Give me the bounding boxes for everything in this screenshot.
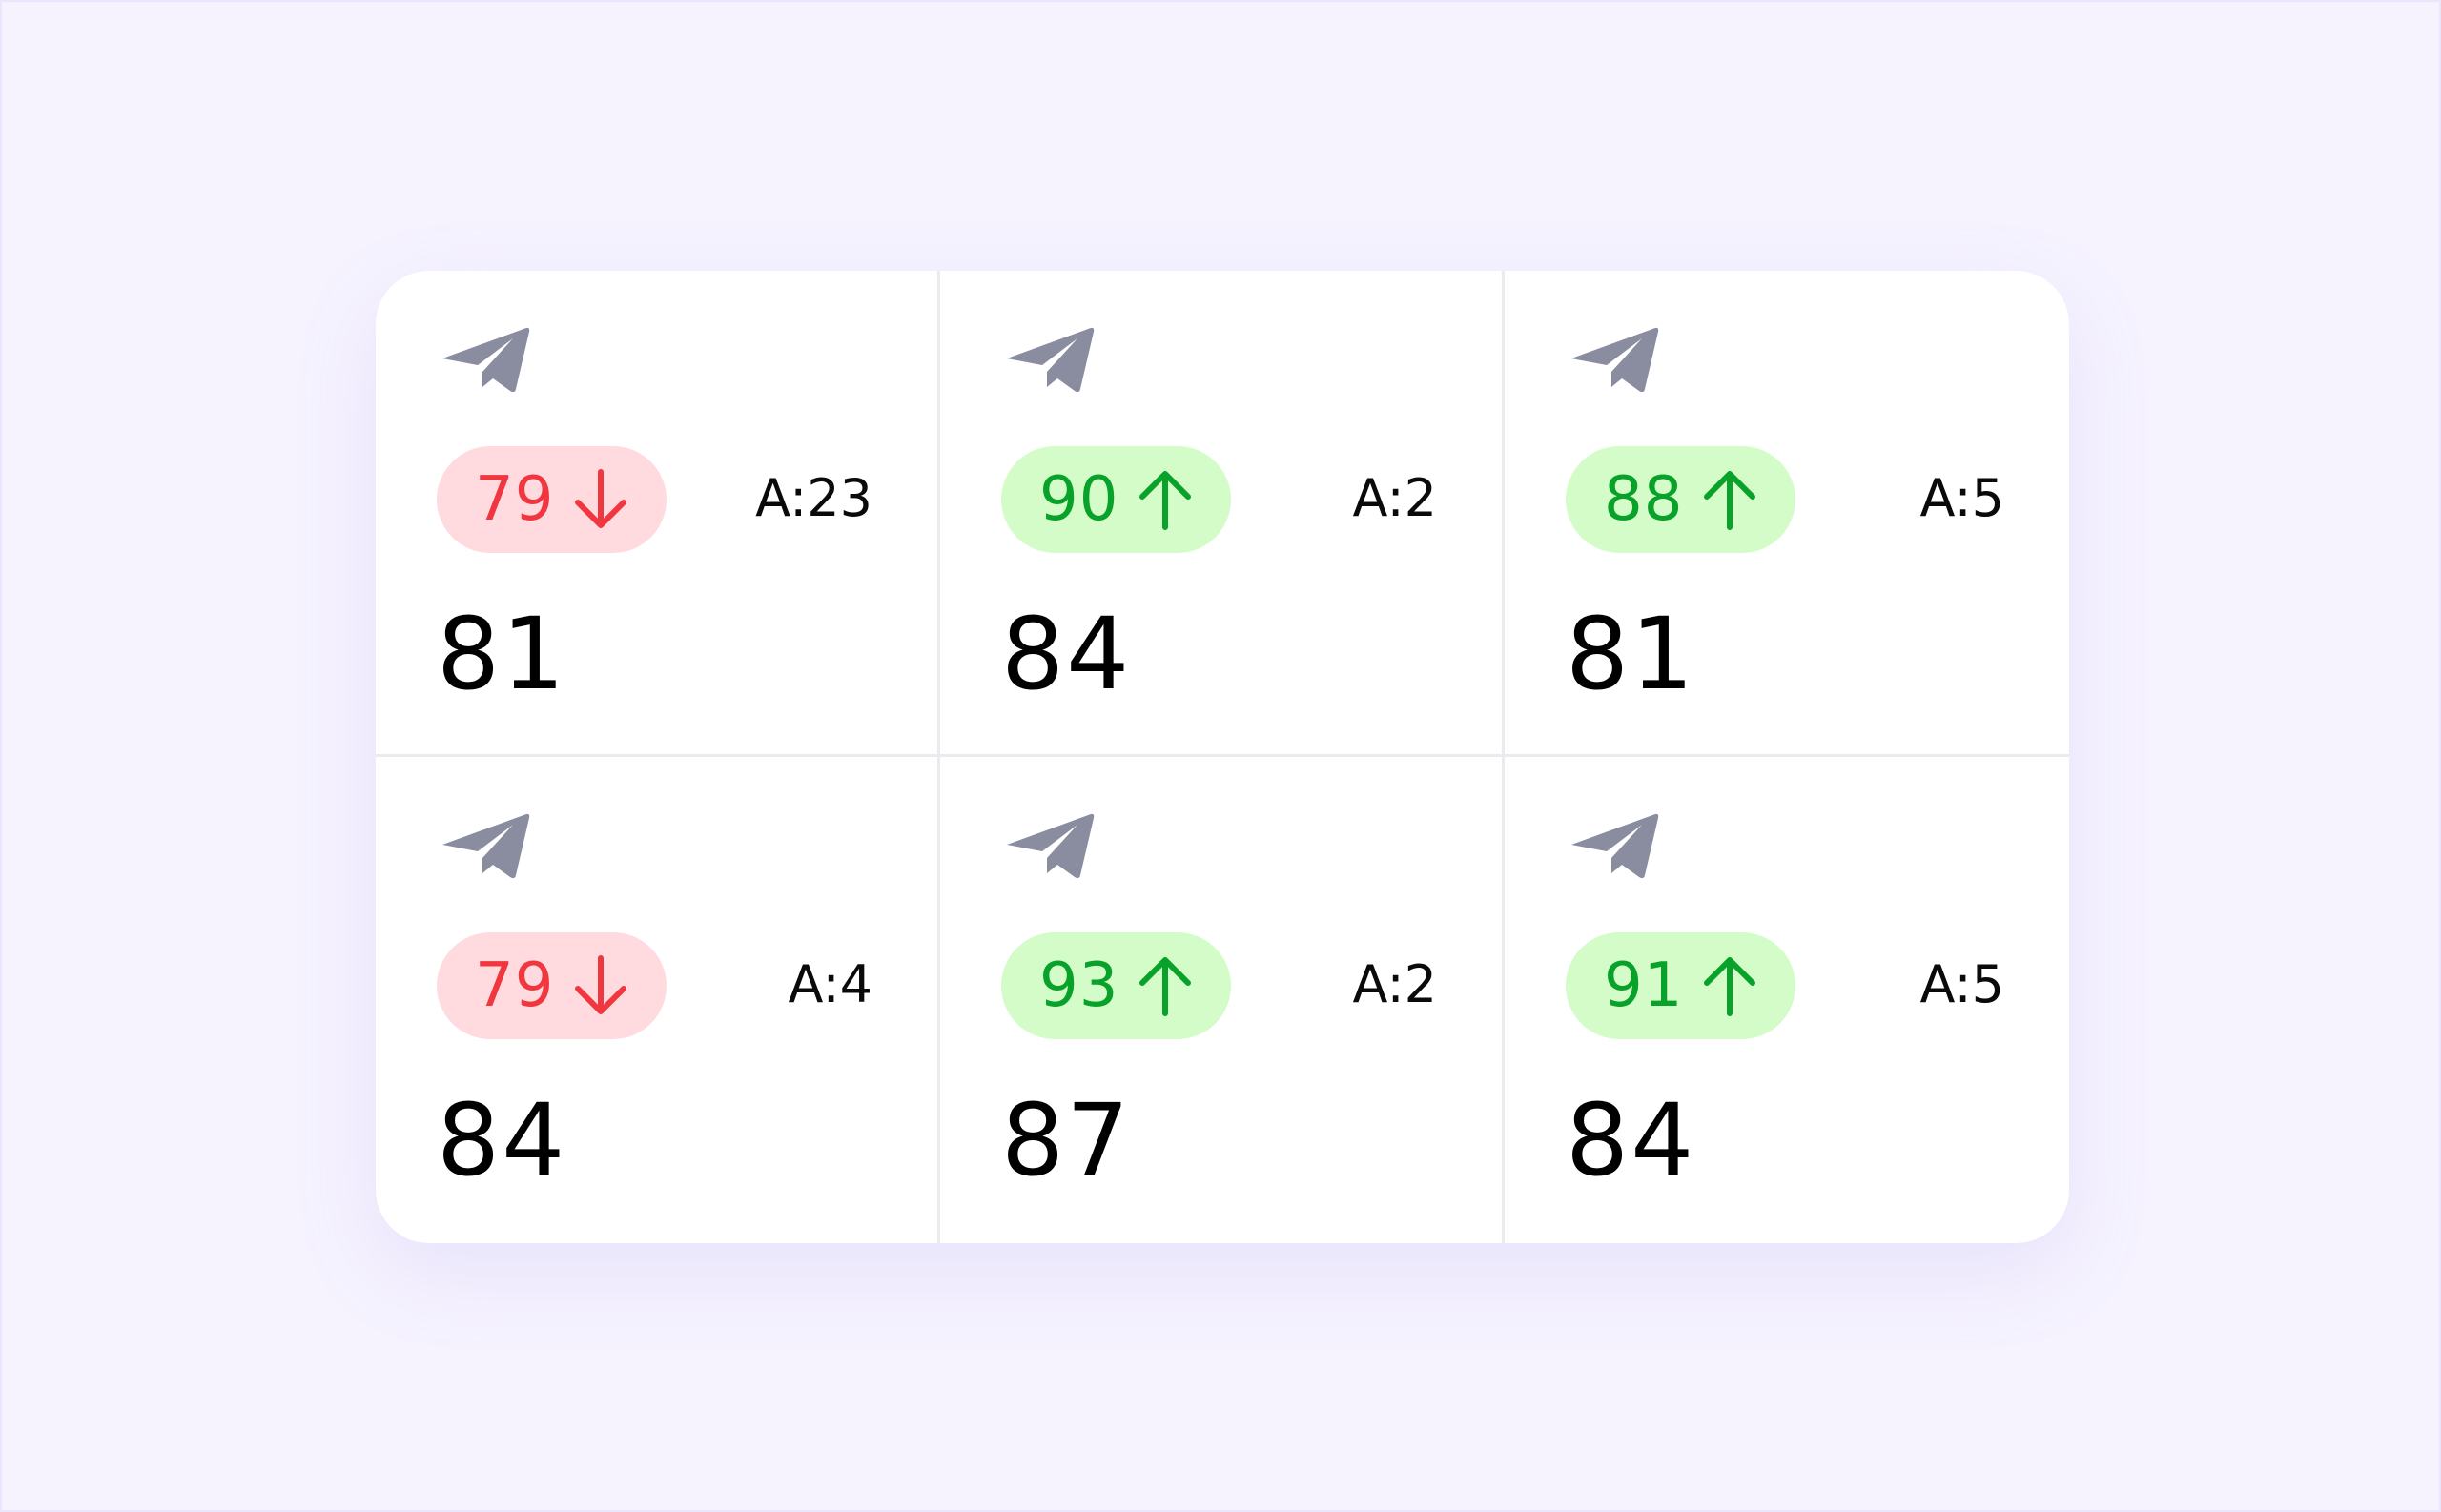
change-value: 93 xyxy=(1039,950,1119,1021)
score-value: 81 xyxy=(437,596,567,712)
change-value: 90 xyxy=(1039,464,1119,535)
arrow-down-icon xyxy=(573,954,628,1017)
stat-tile[interactable]: 79 A:4 84 xyxy=(376,757,940,1243)
change-value: 88 xyxy=(1604,464,1684,535)
paper-plane-icon xyxy=(1007,322,1095,395)
change-badge: 79 xyxy=(437,446,667,553)
paper-plane-icon xyxy=(1007,808,1095,881)
change-badge: 91 xyxy=(1566,932,1796,1039)
attempts-count: A:5 xyxy=(1919,468,2004,528)
paper-plane-icon xyxy=(1571,808,1659,881)
stat-tile[interactable]: 93 A:2 87 xyxy=(940,757,1505,1243)
change-value: 91 xyxy=(1604,950,1684,1021)
score-value: 84 xyxy=(437,1082,567,1198)
stat-tile[interactable]: 79 A:23 81 xyxy=(376,271,940,757)
arrow-down-icon xyxy=(573,468,628,531)
stat-tile[interactable]: 88 A:5 81 xyxy=(1505,271,2069,757)
arrow-up-icon xyxy=(1138,468,1193,531)
change-badge: 79 xyxy=(437,932,667,1039)
score-value: 81 xyxy=(1566,596,1696,712)
change-badge: 93 xyxy=(1001,932,1232,1039)
change-badge: 90 xyxy=(1001,446,1232,553)
paper-plane-icon xyxy=(442,808,530,881)
attempts-count: A:2 xyxy=(1352,468,1437,528)
arrow-up-icon xyxy=(1138,954,1193,1017)
paper-plane-icon xyxy=(1571,322,1659,395)
arrow-up-icon xyxy=(1702,954,1757,1017)
attempts-count: A:4 xyxy=(788,954,872,1014)
stats-card: 79 A:23 81 90 A:2 84 88 A: xyxy=(376,271,2069,1243)
stat-tile[interactable]: 91 A:5 84 xyxy=(1505,757,2069,1243)
stat-tile[interactable]: 90 A:2 84 xyxy=(940,271,1505,757)
change-badge: 88 xyxy=(1566,446,1796,553)
score-value: 84 xyxy=(1566,1082,1696,1198)
attempts-count: A:23 xyxy=(755,468,872,528)
attempts-count: A:2 xyxy=(1352,954,1437,1014)
score-value: 87 xyxy=(1001,1082,1132,1198)
attempts-count: A:5 xyxy=(1919,954,2004,1014)
arrow-up-icon xyxy=(1702,468,1757,531)
change-value: 79 xyxy=(475,950,555,1021)
change-value: 79 xyxy=(475,464,555,535)
score-value: 84 xyxy=(1001,596,1132,712)
paper-plane-icon xyxy=(442,322,530,395)
